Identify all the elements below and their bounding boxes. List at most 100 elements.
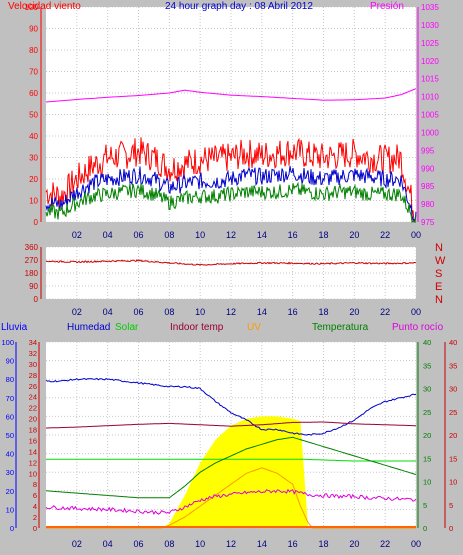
wind-speed-tick-label: 40 — [29, 132, 38, 141]
wind-speed-tick-label: 20 — [29, 175, 38, 184]
wind-panel-series-line — [45, 88, 417, 103]
direction-tick-label: 90 — [29, 282, 38, 291]
x-tick-label: 18 — [318, 539, 328, 549]
multi-tick-label: 30 — [449, 385, 457, 394]
multi-series-line — [45, 377, 417, 436]
x-tick-label: 14 — [257, 539, 267, 549]
pressure-tick-label: 1005 — [421, 111, 439, 120]
multi-series-line — [45, 436, 417, 499]
multi-tick-label: 26 — [29, 382, 37, 391]
wind-speed-tick-label: 90 — [29, 25, 38, 34]
multi-tick-label: 0 — [423, 524, 427, 533]
wind-speed-tick-label: 70 — [29, 68, 38, 77]
pressure-tick-label: 1025 — [421, 39, 439, 48]
legend-temperatura: Temperatura — [312, 322, 369, 333]
legend-humedad: Humedad — [67, 322, 110, 333]
multi-tick-label: 30 — [6, 468, 14, 477]
wind-speed-axis-title: Velocidad viento — [8, 1, 81, 12]
wind-speed-tick-label: 10 — [29, 197, 38, 206]
multi-tick-label: 22 — [29, 404, 37, 413]
x-tick-label: 22 — [380, 230, 390, 240]
direction-tick-label: 270 — [25, 256, 39, 265]
wind-speed-tick-label: 100 — [25, 3, 39, 12]
wind-speed-tick-label: 80 — [29, 46, 38, 55]
chart-title: 24 hour graph day : 08 Abril 2012 — [165, 1, 313, 12]
x-tick-label: 20 — [349, 307, 359, 317]
wind-panel-series-line — [45, 165, 417, 223]
multi-tick-label: 0 — [449, 524, 453, 533]
multi-tick-label: 70 — [6, 394, 14, 403]
pressure-tick-label: 1020 — [421, 57, 439, 66]
compass-label: N — [435, 242, 443, 254]
x-tick-label: 18 — [318, 307, 328, 317]
x-tick-label: 22 — [380, 539, 390, 549]
multi-tick-label: 2 — [33, 513, 37, 522]
pressure-axis-title: Presión — [370, 1, 404, 12]
x-tick-label: 14 — [257, 230, 267, 240]
compass-label: S — [435, 268, 442, 280]
x-tick-label: 10 — [195, 307, 205, 317]
wind-panel-series-line — [45, 137, 416, 223]
multi-tick-label: 5 — [423, 501, 427, 510]
multi-tick-label: 40 — [449, 338, 457, 347]
multi-tick-label: 100 — [1, 338, 14, 347]
x-tick-label: 12 — [226, 539, 236, 549]
multi-tick-label: 60 — [6, 412, 14, 421]
direction-tick-label: 360 — [25, 243, 39, 252]
legend-lluvia: Lluvia — [1, 322, 28, 333]
multi-tick-label: 25 — [423, 408, 431, 417]
multi-tick-label: 20 — [449, 431, 457, 440]
x-tick-label: 08 — [164, 539, 174, 549]
x-tick-label: 16 — [288, 307, 298, 317]
multi-tick-label: 0 — [33, 524, 37, 533]
pressure-tick-label: 975 — [421, 218, 435, 227]
x-tick-label: 18 — [318, 230, 328, 240]
legend-punto-rocio: Punto rocío — [392, 322, 444, 333]
multi-tick-label: 30 — [423, 385, 431, 394]
pressure-tick-label: 1030 — [421, 21, 439, 30]
pressure-tick-label: 1015 — [421, 75, 439, 84]
x-tick-label: 20 — [349, 230, 359, 240]
multi-tick-label: 14 — [29, 447, 37, 456]
x-tick-label: 22 — [380, 307, 390, 317]
multi-tick-label: 40 — [423, 338, 431, 347]
multi-tick-label: 34 — [29, 338, 37, 347]
legend-indoor-temp: Indoor temp — [170, 322, 224, 333]
x-tick-label: 08 — [164, 307, 174, 317]
compass-label: N — [435, 294, 443, 306]
x-tick-label: 12 — [226, 230, 236, 240]
pressure-tick-label: 990 — [421, 164, 435, 173]
multi-tick-label: 28 — [29, 371, 37, 380]
x-tick-label: 20 — [349, 539, 359, 549]
multi-tick-label: 32 — [29, 349, 37, 358]
pressure-tick-label: 985 — [421, 182, 435, 191]
multi-tick-label: 18 — [29, 426, 37, 435]
x-tick-label: 02 — [72, 539, 82, 549]
wind-panel-series-line — [45, 181, 417, 223]
multi-tick-label: 24 — [29, 393, 37, 402]
multi-tick-label: 20 — [6, 487, 14, 496]
compass-label: E — [435, 281, 442, 293]
multi-tick-label: 20 — [29, 415, 37, 424]
wind-speed-tick-label: 50 — [29, 111, 38, 120]
wind-speed-tick-label: 60 — [29, 89, 38, 98]
multi-tick-label: 35 — [449, 361, 457, 370]
multi-tick-label: 16 — [29, 436, 37, 445]
x-tick-label: 08 — [164, 230, 174, 240]
multi-tick-label: 10 — [6, 505, 14, 514]
x-tick-label: 04 — [103, 539, 113, 549]
multi-series-line — [46, 421, 416, 429]
x-tick-label: 04 — [103, 307, 113, 317]
pressure-tick-label: 1035 — [421, 3, 439, 12]
x-tick-label: 00 — [411, 307, 421, 317]
pressure-tick-label: 1000 — [421, 128, 439, 137]
multi-tick-label: 15 — [423, 454, 431, 463]
multi-tick-label: 10 — [29, 469, 37, 478]
wind-speed-tick-label: 30 — [29, 154, 38, 163]
x-tick-label: 12 — [226, 307, 236, 317]
multi-tick-label: 40 — [6, 450, 14, 459]
multi-tick-label: 15 — [449, 454, 457, 463]
x-tick-label: 02 — [72, 307, 82, 317]
solar-radiation-area — [46, 416, 416, 528]
